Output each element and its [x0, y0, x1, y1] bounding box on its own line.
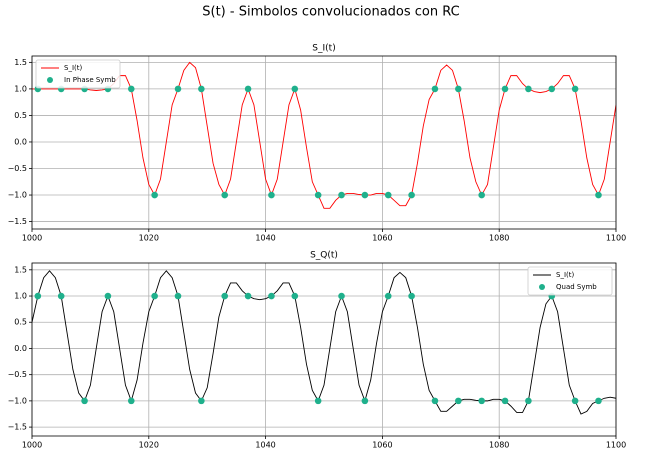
symbol-point — [151, 191, 158, 199]
x-tick-label: 1000 — [22, 441, 42, 450]
symbol-point — [268, 292, 275, 300]
x-tick-label: 1100 — [606, 234, 626, 243]
symbol-point — [408, 292, 415, 300]
symbol-point — [361, 191, 369, 199]
y-tick-label: 1.0 — [14, 292, 27, 301]
symbol-point — [384, 292, 392, 300]
symbol-point — [34, 292, 42, 300]
y-tick-label: 0.5 — [14, 111, 27, 120]
axes-frame — [31, 262, 617, 437]
x-tick-label: 1040 — [255, 441, 275, 450]
symbol-point — [291, 85, 299, 93]
symbol-point — [198, 397, 205, 405]
legend-box — [527, 266, 613, 296]
symbol-point — [384, 191, 392, 199]
symbol-point — [571, 85, 579, 93]
symbol-point — [151, 292, 158, 300]
axes-title: S_Q(t) — [310, 251, 338, 261]
plot-area — [32, 270, 616, 415]
symbol-point — [455, 397, 462, 405]
x-tick-label: 1000 — [22, 234, 42, 243]
x-tick-label: 1020 — [139, 234, 159, 243]
symbol-point — [198, 85, 205, 93]
axes-frame — [31, 55, 617, 230]
symbol-point — [291, 292, 299, 300]
symbol-point — [431, 397, 439, 405]
symbol-point — [174, 292, 182, 300]
y-tick-label: 0.0 — [14, 344, 27, 353]
legend-label: Quad Symb — [556, 283, 597, 291]
y-tick-label: 0.5 — [14, 318, 27, 327]
y-tick-label: −1.5 — [8, 423, 27, 432]
symbol-point — [127, 85, 135, 93]
symbol-point — [455, 85, 462, 93]
x-tick-label: 1080 — [489, 234, 509, 243]
y-tick-label: −1.0 — [8, 396, 27, 405]
symbol-point — [478, 191, 485, 199]
symbol-point — [127, 397, 135, 405]
symbol-point — [104, 292, 112, 300]
symbol-point — [81, 397, 88, 405]
symbol-point — [221, 292, 229, 300]
y-tick-label: 1.0 — [14, 84, 27, 93]
symbol-point — [361, 397, 369, 405]
y-tick-label: −0.5 — [8, 370, 27, 379]
x-tick-label: 1060 — [372, 234, 392, 243]
x-tick-label: 1040 — [255, 234, 275, 243]
legend-label: In Phase Symb — [64, 76, 116, 84]
symbol-point — [595, 191, 602, 199]
plot-area — [32, 61, 616, 209]
symbol-point — [268, 191, 275, 199]
x-tick-label: 1020 — [139, 441, 159, 450]
x-tick-label: 1100 — [606, 441, 626, 450]
signal-line — [32, 270, 616, 415]
symbol-point — [525, 397, 532, 405]
symbol-point — [244, 85, 252, 93]
legend-label: S_I(t) — [556, 271, 574, 279]
symbol-point — [57, 292, 65, 300]
x-tick-label: 1060 — [372, 441, 392, 450]
figure-title: S(t) - Simbolos convolucionados con RC — [202, 5, 459, 20]
symbol-point — [221, 191, 229, 199]
symbol-point — [431, 85, 439, 93]
symbol-point — [571, 397, 579, 405]
symbol-point — [595, 397, 602, 405]
y-tick-label: 1.5 — [14, 265, 27, 274]
signal-line — [32, 61, 616, 209]
symbol-point — [501, 397, 509, 405]
symbol-point — [478, 397, 485, 405]
axes-title: S_I(t) — [312, 44, 335, 54]
symbol-point — [338, 292, 345, 300]
legend-box — [35, 59, 121, 89]
symbol-point — [174, 85, 182, 93]
symbol-point — [244, 292, 252, 300]
symbol-point — [314, 191, 322, 199]
y-tick-label: −1.5 — [8, 217, 27, 226]
y-tick-label: −0.5 — [8, 164, 27, 173]
y-tick-label: −1.0 — [8, 191, 27, 200]
x-tick-label: 1080 — [489, 441, 509, 450]
symbol-point — [314, 397, 322, 405]
symbol-point — [548, 85, 556, 93]
y-tick-label: 0.0 — [14, 137, 27, 146]
legend-marker — [539, 284, 545, 290]
legend-marker — [47, 77, 53, 83]
symbol-point — [525, 85, 532, 93]
legend-label: S_I(t) — [64, 64, 82, 72]
symbol-point — [501, 85, 509, 93]
symbol-point — [338, 191, 345, 199]
symbol-point — [408, 191, 415, 199]
y-tick-label: 1.5 — [14, 58, 27, 67]
